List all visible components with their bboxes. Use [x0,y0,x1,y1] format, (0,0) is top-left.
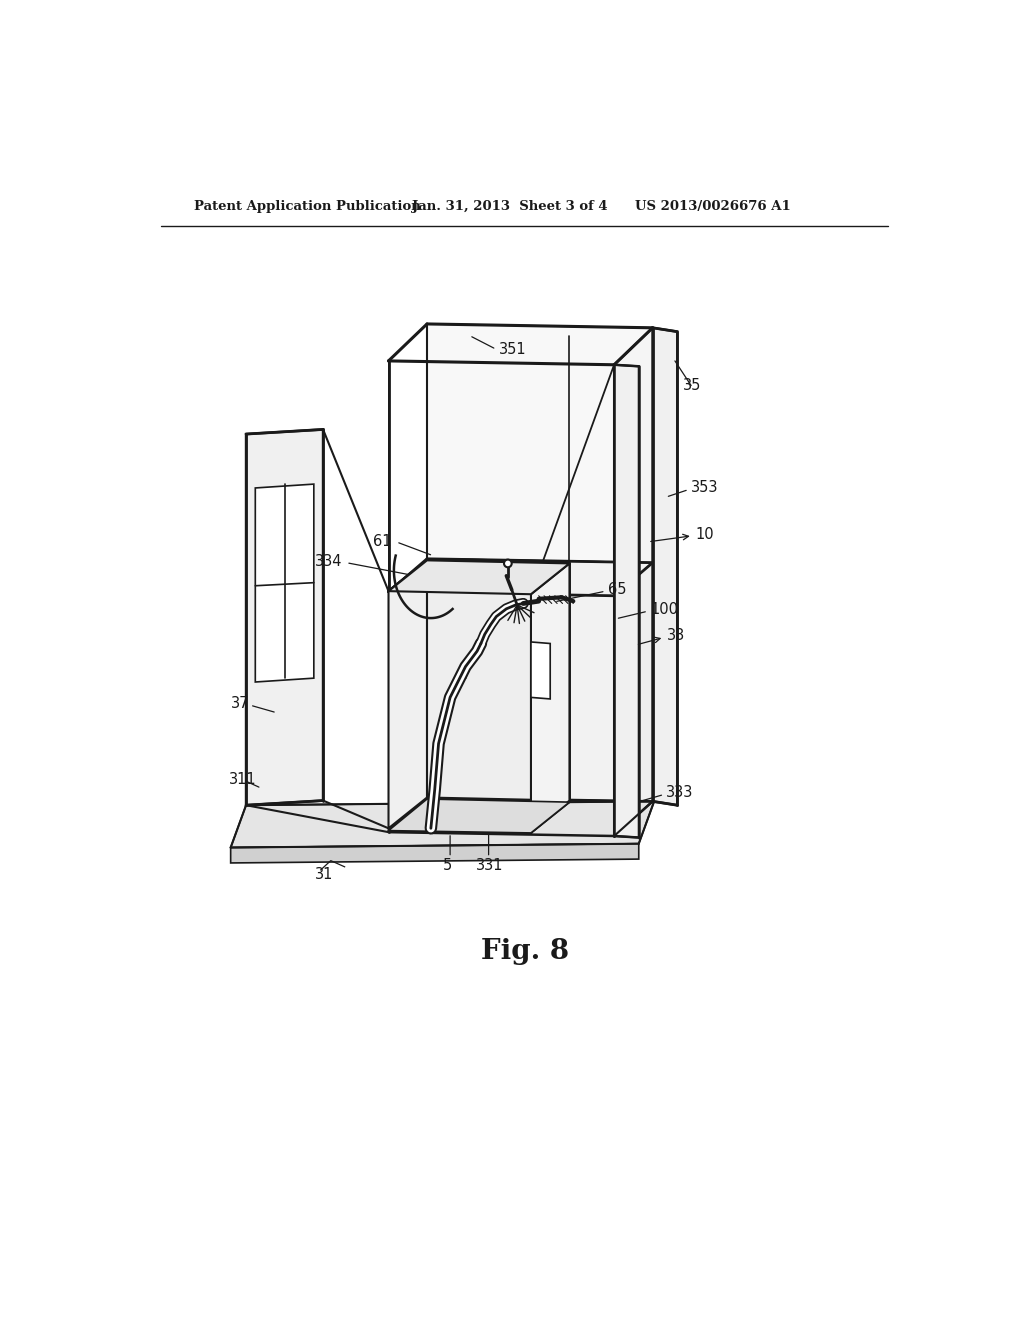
Polygon shape [614,327,652,595]
Text: 5: 5 [442,858,452,873]
Text: 33: 33 [667,628,685,643]
Polygon shape [246,429,323,805]
Polygon shape [652,327,677,805]
Polygon shape [427,323,652,562]
Text: 35: 35 [683,378,701,393]
Text: 334: 334 [315,553,343,569]
Text: 351: 351 [499,342,526,356]
Text: 61: 61 [373,535,391,549]
Polygon shape [531,642,550,700]
Text: 65: 65 [608,582,627,597]
Polygon shape [255,484,313,682]
Polygon shape [388,799,569,833]
Polygon shape [388,560,427,829]
Polygon shape [427,560,569,800]
Polygon shape [614,562,652,836]
Text: 311: 311 [229,771,257,787]
Circle shape [504,560,512,568]
Text: 333: 333 [666,785,693,800]
Text: Fig. 8: Fig. 8 [480,939,569,965]
Text: 331: 331 [475,858,503,873]
Text: Jan. 31, 2013  Sheet 3 of 4: Jan. 31, 2013 Sheet 3 of 4 [412,199,607,213]
Text: Patent Application Publication: Patent Application Publication [194,199,421,213]
Text: 31: 31 [315,867,334,882]
Polygon shape [230,801,654,847]
Polygon shape [531,564,569,832]
Text: 7: 7 [462,667,471,682]
Text: US 2013/0026676 A1: US 2013/0026676 A1 [635,199,791,213]
Polygon shape [427,558,652,801]
Text: 100: 100 [650,602,678,618]
Text: 10: 10 [695,527,714,541]
Text: 37: 37 [230,696,249,711]
Text: 353: 353 [691,480,719,495]
Polygon shape [614,364,639,837]
Polygon shape [230,843,639,863]
Polygon shape [388,560,569,594]
